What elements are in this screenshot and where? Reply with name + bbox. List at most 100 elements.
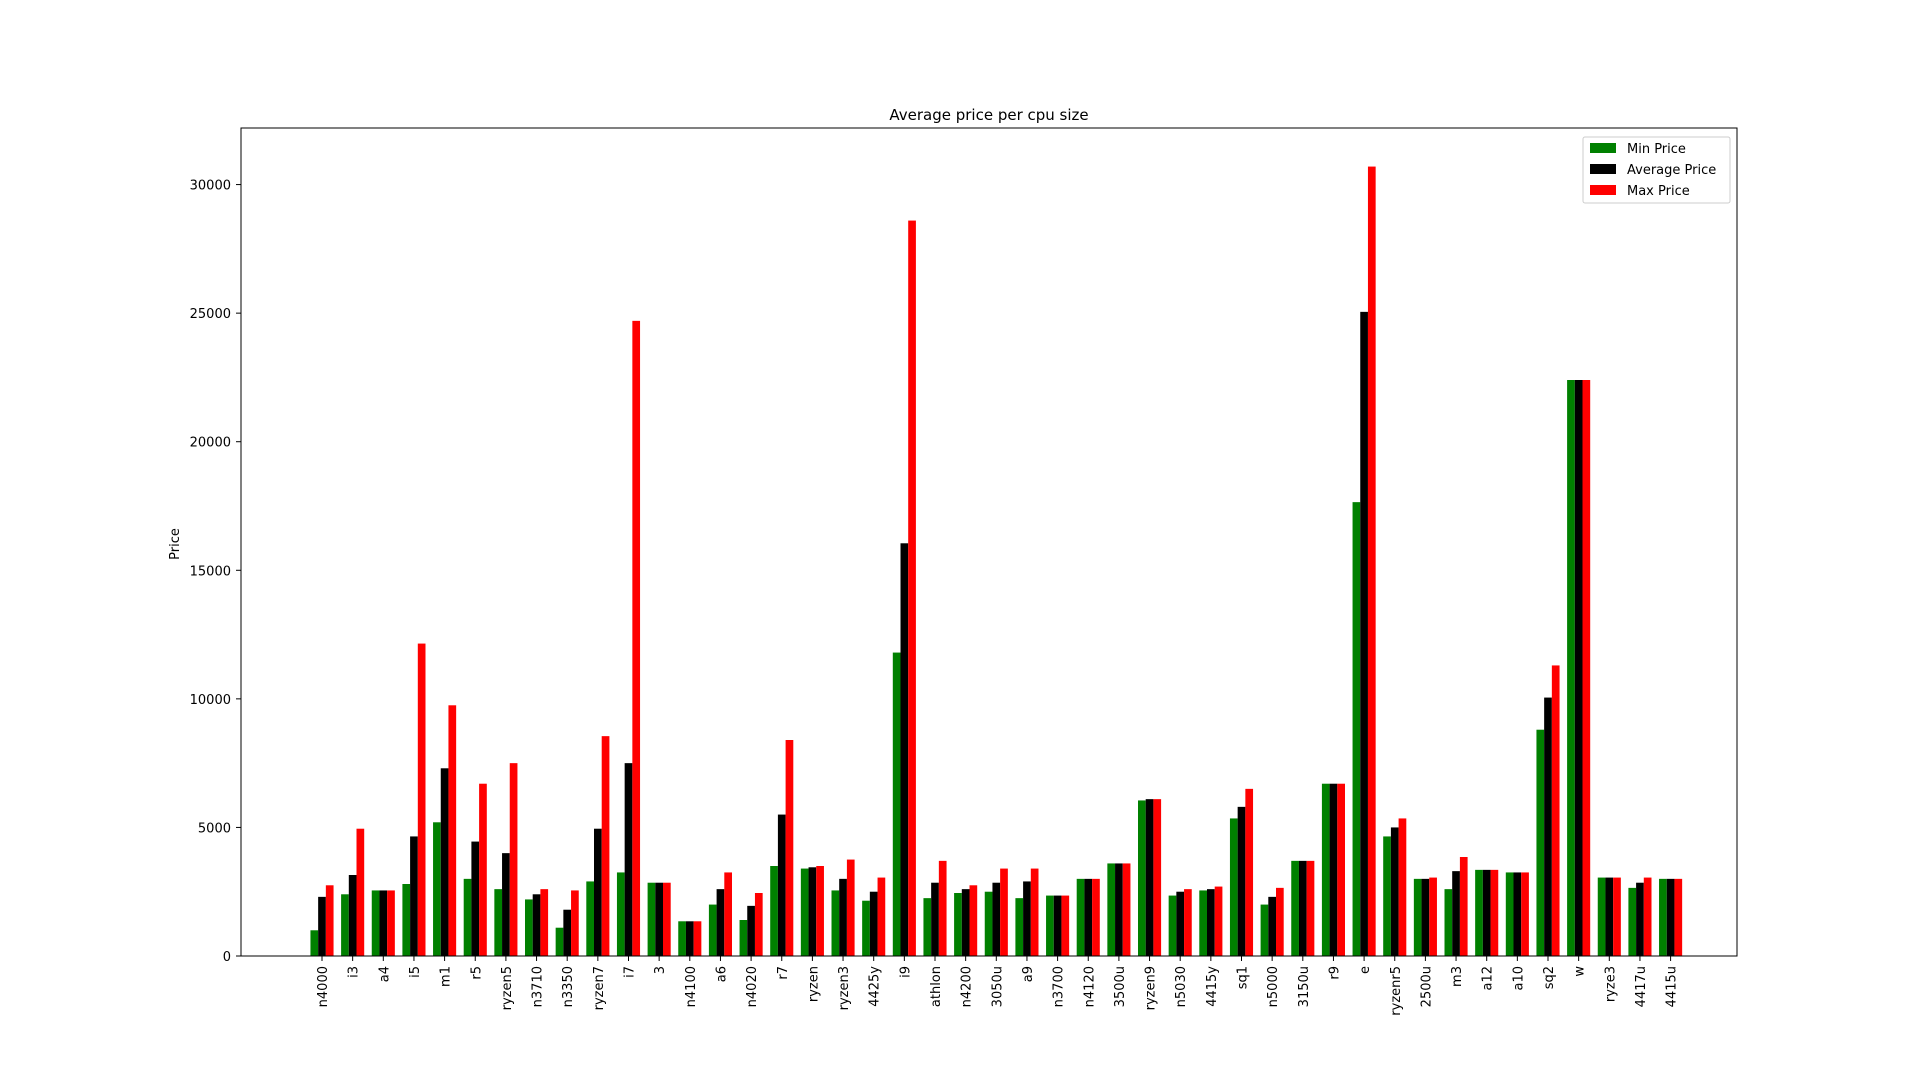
bar-min-price-a9: [1015, 898, 1024, 956]
bar-min-price-n5030: [1168, 895, 1177, 956]
x-tick-label-ryze3: ryze3: [1603, 966, 1618, 1002]
bar-average-price-4425y: [869, 891, 878, 956]
bar-average-price-ryzen5: [502, 853, 510, 956]
x-tick-label-r9: r9: [1327, 966, 1342, 980]
bar-average-price-4415y: [1207, 889, 1215, 956]
bar-min-price-ryzen3: [831, 890, 840, 956]
bar-min-price-a6: [708, 904, 717, 956]
y-tick-label: 20000: [190, 436, 231, 451]
bar-min-price-2500u: [1413, 878, 1422, 956]
bar-average-price-n3700: [1053, 895, 1062, 956]
bar-average-price-e: [1360, 311, 1368, 956]
x-tick-label-w: w: [1573, 966, 1588, 977]
bar-min-price-n5000: [1260, 904, 1269, 956]
bar-average-price-sq2: [1544, 697, 1552, 956]
x-tick-label-2500u: 2500u: [1419, 966, 1434, 1007]
y-tick-label: 0: [223, 950, 231, 965]
y-tick-label: 15000: [190, 564, 231, 579]
x-tick-label-ryzen: ryzen: [806, 966, 821, 1002]
bar-max-price-n5030: [1184, 889, 1192, 956]
x-tick-label-n5030: n5030: [1174, 966, 1189, 1007]
bar-max-price-m3: [1459, 857, 1468, 956]
bar-max-price-3050u: [1000, 868, 1008, 956]
x-tick-label-ryzen9: ryzen9: [1144, 966, 1159, 1010]
bar-max-price-n3700: [1061, 895, 1070, 956]
y-axis: 0 5000 10000 15000 20000 25000 30000: [190, 179, 241, 965]
x-axis: n4000 i3 a4 i5 m1 r5 ryzen5 n3710 n3350 ryzen7 i7 3…: [316, 956, 1680, 1016]
bar-min-price-n4020: [739, 920, 748, 956]
bar-max-price-ryzen7: [601, 736, 610, 956]
bar-min-price-4425y: [862, 900, 870, 956]
bar-average-price-n4100: [685, 921, 694, 956]
bar-max-price-n4000: [325, 885, 334, 956]
bar-min-price-a10: [1505, 872, 1514, 956]
bar-max-price-3150u: [1306, 860, 1315, 956]
bar-min-price-i5: [402, 884, 411, 956]
bar-min-price-ryzen5: [494, 889, 503, 956]
x-tick-label-n3700: n3700: [1052, 966, 1067, 1007]
bar-max-price-2500u: [1429, 877, 1437, 956]
bar-average-price-a10: [1513, 872, 1522, 956]
bars-group: [310, 166, 1683, 956]
x-tick-label-n3350: n3350: [561, 966, 576, 1007]
bar-max-price-n3710: [540, 889, 549, 956]
bar-min-price-ryzen: [800, 868, 809, 956]
bar-min-price-n4100: [678, 921, 686, 956]
x-tick-label-n4100: n4100: [684, 966, 699, 1007]
bar-average-price-i5: [410, 836, 418, 956]
chart-title: Average price per cpu size: [889, 106, 1088, 124]
bar-average-price-n4020: [747, 905, 755, 956]
bar-min-price-w: [1567, 380, 1575, 956]
bar-min-price-4415y: [1199, 890, 1207, 956]
bar-average-price-n5030: [1176, 891, 1185, 956]
x-tick-label-sq2: sq2: [1542, 966, 1557, 989]
x-tick-label-n4120: n4120: [1082, 966, 1097, 1007]
x-tick-label-4415u: 4415u: [1665, 966, 1680, 1007]
legend-label: Max Price: [1627, 184, 1690, 199]
bar-min-price-ryzen7: [586, 881, 594, 956]
bar-min-price-n3700: [1046, 895, 1054, 956]
bar-min-price-ryzenr5: [1383, 836, 1391, 956]
bar-average-price-3150u: [1298, 860, 1307, 956]
bar-max-price-athlon: [938, 860, 947, 956]
bar-average-price-ryzenr5: [1390, 827, 1399, 956]
bar-max-price-n4200: [969, 885, 978, 956]
legend-swatch-min-price: [1590, 143, 1616, 153]
bar-min-price-i9: [892, 652, 901, 956]
bar-average-price-4417u: [1636, 882, 1644, 956]
bar-average-price-r9: [1329, 783, 1338, 956]
bar-average-price-n4000: [318, 896, 326, 956]
bar-average-price-a12: [1482, 869, 1491, 956]
x-tick-label-i7: i7: [623, 966, 638, 978]
y-axis-label: Price: [168, 528, 183, 560]
bar-average-price-i9: [900, 543, 909, 956]
x-tick-label-e: e: [1358, 966, 1373, 974]
x-tick-label-4415y: 4415y: [1205, 966, 1220, 1007]
x-tick-label-a12: a12: [1481, 966, 1496, 991]
x-tick-label-n5000: n5000: [1266, 966, 1281, 1007]
bar-max-price-n4020: [754, 893, 763, 956]
x-tick-label-n4000: n4000: [316, 966, 331, 1007]
y-tick-label: 5000: [198, 821, 231, 836]
bar-max-price-sq2: [1551, 665, 1560, 956]
x-tick-label-m1: m1: [439, 966, 454, 987]
bar-max-price-n4120: [1092, 878, 1100, 956]
x-tick-label-ryzen5: ryzen5: [500, 966, 515, 1010]
x-tick-label-4425y: 4425y: [868, 966, 883, 1007]
bar-average-price-m3: [1452, 871, 1460, 956]
bar-max-price-4417u: [1643, 877, 1652, 956]
bar-max-price-ryze3: [1613, 877, 1621, 956]
bar-max-price-w: [1582, 380, 1591, 956]
bar-average-price-sq1: [1237, 806, 1246, 956]
bar-average-price-w: [1574, 380, 1583, 956]
bar-average-price-3500u: [1115, 863, 1123, 956]
bar-min-price-ryze3: [1597, 877, 1606, 956]
bar-max-price-a10: [1521, 872, 1529, 956]
x-tick-label-3500u: 3500u: [1113, 966, 1128, 1007]
bar-min-price-sq1: [1229, 818, 1238, 956]
bar-min-price-ryzen9: [1138, 800, 1146, 956]
bar-average-price-m1: [440, 768, 449, 956]
x-tick-label-i5: i5: [408, 966, 423, 978]
bar-max-price-r9: [1337, 783, 1345, 956]
